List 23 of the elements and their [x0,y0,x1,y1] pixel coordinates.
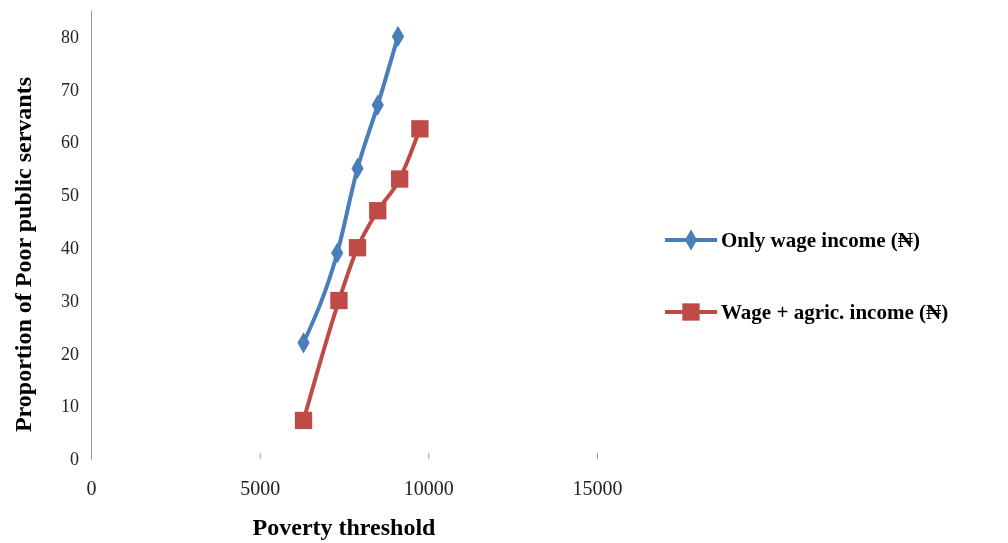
x-tick-label: 0 [86,477,97,500]
y-axis-title: Proportion of Poor public servants [10,76,36,433]
legend-label: Only wage income (₦) [721,228,920,252]
point [369,202,387,220]
y-tick-label: 30 [61,290,79,311]
x-tick-label: 10000 [403,477,454,500]
y-tick-label: 60 [61,132,79,153]
x-axis-title: Poverty threshold [252,514,437,540]
y-tick-label: 80 [61,26,79,47]
y-tick-label: 40 [61,237,79,258]
y-tick-label: 50 [61,185,79,206]
y-tick-label: 0 [70,449,79,470]
y-tick-label: 10 [61,396,79,417]
legend-label: Wage + agric. income (₦) [721,300,949,324]
point [294,411,313,430]
y-tick-label: 70 [61,79,79,100]
x-tick-label: 15000 [572,477,623,500]
point [391,170,409,188]
point [348,239,367,257]
x-tick-label: 5000 [240,477,281,500]
point [330,291,348,310]
point [411,120,429,138]
y-tick-label: 20 [61,343,79,364]
